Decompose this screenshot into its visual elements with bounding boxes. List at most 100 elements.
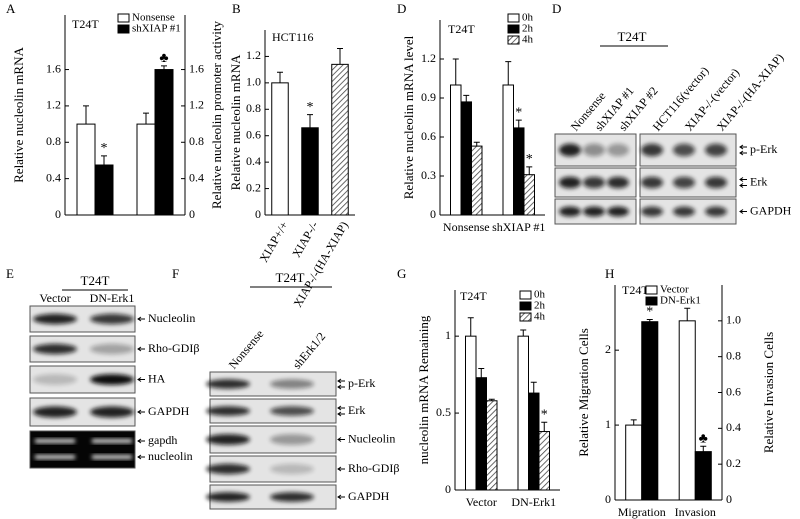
row-label: Nucleolin [148, 311, 195, 325]
y-tick-label: 0.9 [421, 90, 436, 104]
band [583, 206, 605, 217]
significance-marker: * [101, 141, 108, 156]
bar [517, 335, 529, 491]
error-bar [101, 155, 107, 165]
bar [331, 63, 349, 216]
bar [301, 127, 319, 216]
gel-band [92, 439, 132, 443]
gel-image [29, 430, 136, 469]
group-label: T24T [276, 270, 305, 285]
lane-label: shErk1/2 [290, 329, 329, 371]
group-label: T24T [618, 29, 647, 44]
band [559, 143, 581, 157]
panel-letter: G [397, 266, 406, 281]
bar [641, 321, 659, 501]
error-bar [526, 166, 533, 175]
lane-label: DN-Erk1 [90, 291, 135, 305]
y-tick-label: 0.5 [436, 405, 451, 419]
gel-band [35, 439, 75, 443]
band [90, 343, 134, 355]
bar [528, 392, 540, 491]
legend-swatch [117, 24, 130, 34]
row-label: GAPDH [750, 203, 792, 217]
row-label: Rho-GDIβ [148, 341, 199, 355]
bar [486, 400, 498, 491]
significance-marker: * [541, 408, 548, 423]
legend-swatch [507, 24, 520, 34]
bar [76, 123, 96, 216]
legend-swatch [507, 13, 520, 23]
error-bar [307, 114, 313, 128]
gel-band [92, 455, 132, 459]
bar [271, 82, 289, 216]
bar [460, 101, 472, 216]
row-label: p-Erk [348, 376, 375, 390]
legend-swatch [507, 35, 520, 45]
x-tick-label: XIAP-/- [289, 219, 321, 260]
band [673, 176, 695, 189]
bar [475, 377, 487, 491]
band [206, 463, 250, 475]
error-bar [467, 317, 474, 337]
x-tick-label: DN-Erk1 [511, 495, 556, 509]
band [90, 406, 134, 418]
error-bar [541, 421, 548, 432]
panel-letter: H [605, 266, 614, 281]
error-bar [83, 105, 89, 125]
arrow [739, 150, 747, 156]
band [270, 406, 314, 416]
bar [694, 451, 712, 501]
band [705, 206, 727, 217]
y-tick-label: 1.2 [421, 51, 436, 65]
gel-label: nucleolin [148, 449, 193, 463]
lane-label: Vector [39, 291, 70, 305]
y2-tick-label: 0.6 [726, 384, 741, 398]
band [607, 206, 629, 217]
panel-letter: D [397, 1, 406, 16]
bar [94, 164, 114, 216]
y-tick-label: 0 [605, 492, 611, 506]
arrow [739, 209, 747, 214]
error-bar [684, 307, 691, 321]
y2-tick-label: 0.8 [726, 348, 741, 362]
gel-label: gapdh [148, 433, 177, 447]
band [559, 176, 581, 189]
y-tick-label: 1.6 [46, 61, 61, 75]
panel-letter: D [552, 1, 561, 16]
row-label: Erk [348, 403, 365, 417]
bar [136, 123, 156, 216]
x-tick-label: Vector [466, 495, 497, 509]
bar [154, 69, 174, 216]
y-tick-label: 0 [55, 207, 61, 221]
bar [538, 431, 550, 491]
band [705, 176, 727, 189]
y2-tick-label: 0.2 [726, 456, 741, 470]
band [33, 343, 77, 355]
y-tick-label: 1 [605, 417, 611, 431]
band [583, 176, 605, 189]
arrow [337, 437, 345, 442]
legend-label: 0h [522, 12, 534, 24]
significance-marker: * [515, 105, 522, 120]
legend-label: shXIAP #1 [132, 23, 181, 35]
y-axis-label: nucleolin mRNA Remaining [416, 315, 431, 464]
y-tick-label: 0.6 [246, 127, 261, 141]
error-bar [505, 61, 512, 85]
y2-tick-label: 1.0 [726, 313, 741, 327]
error-bar [463, 94, 470, 102]
legend-swatch [519, 301, 532, 311]
significance-marker: ♣ [159, 51, 168, 66]
bar [678, 320, 696, 501]
legend-swatch [519, 290, 532, 300]
error-bar [515, 119, 522, 128]
band [641, 206, 663, 217]
band [33, 374, 77, 385]
y-tick-label: 1.0 [246, 75, 261, 89]
y2-tick-label: 0.8 [189, 134, 204, 148]
arrow [337, 378, 345, 384]
y2-tick-label: 0 [726, 492, 732, 506]
error-bar [478, 367, 485, 378]
x-tick-label: Migration [618, 505, 666, 519]
lane-label: Nonsense [226, 327, 267, 372]
band [270, 463, 314, 475]
